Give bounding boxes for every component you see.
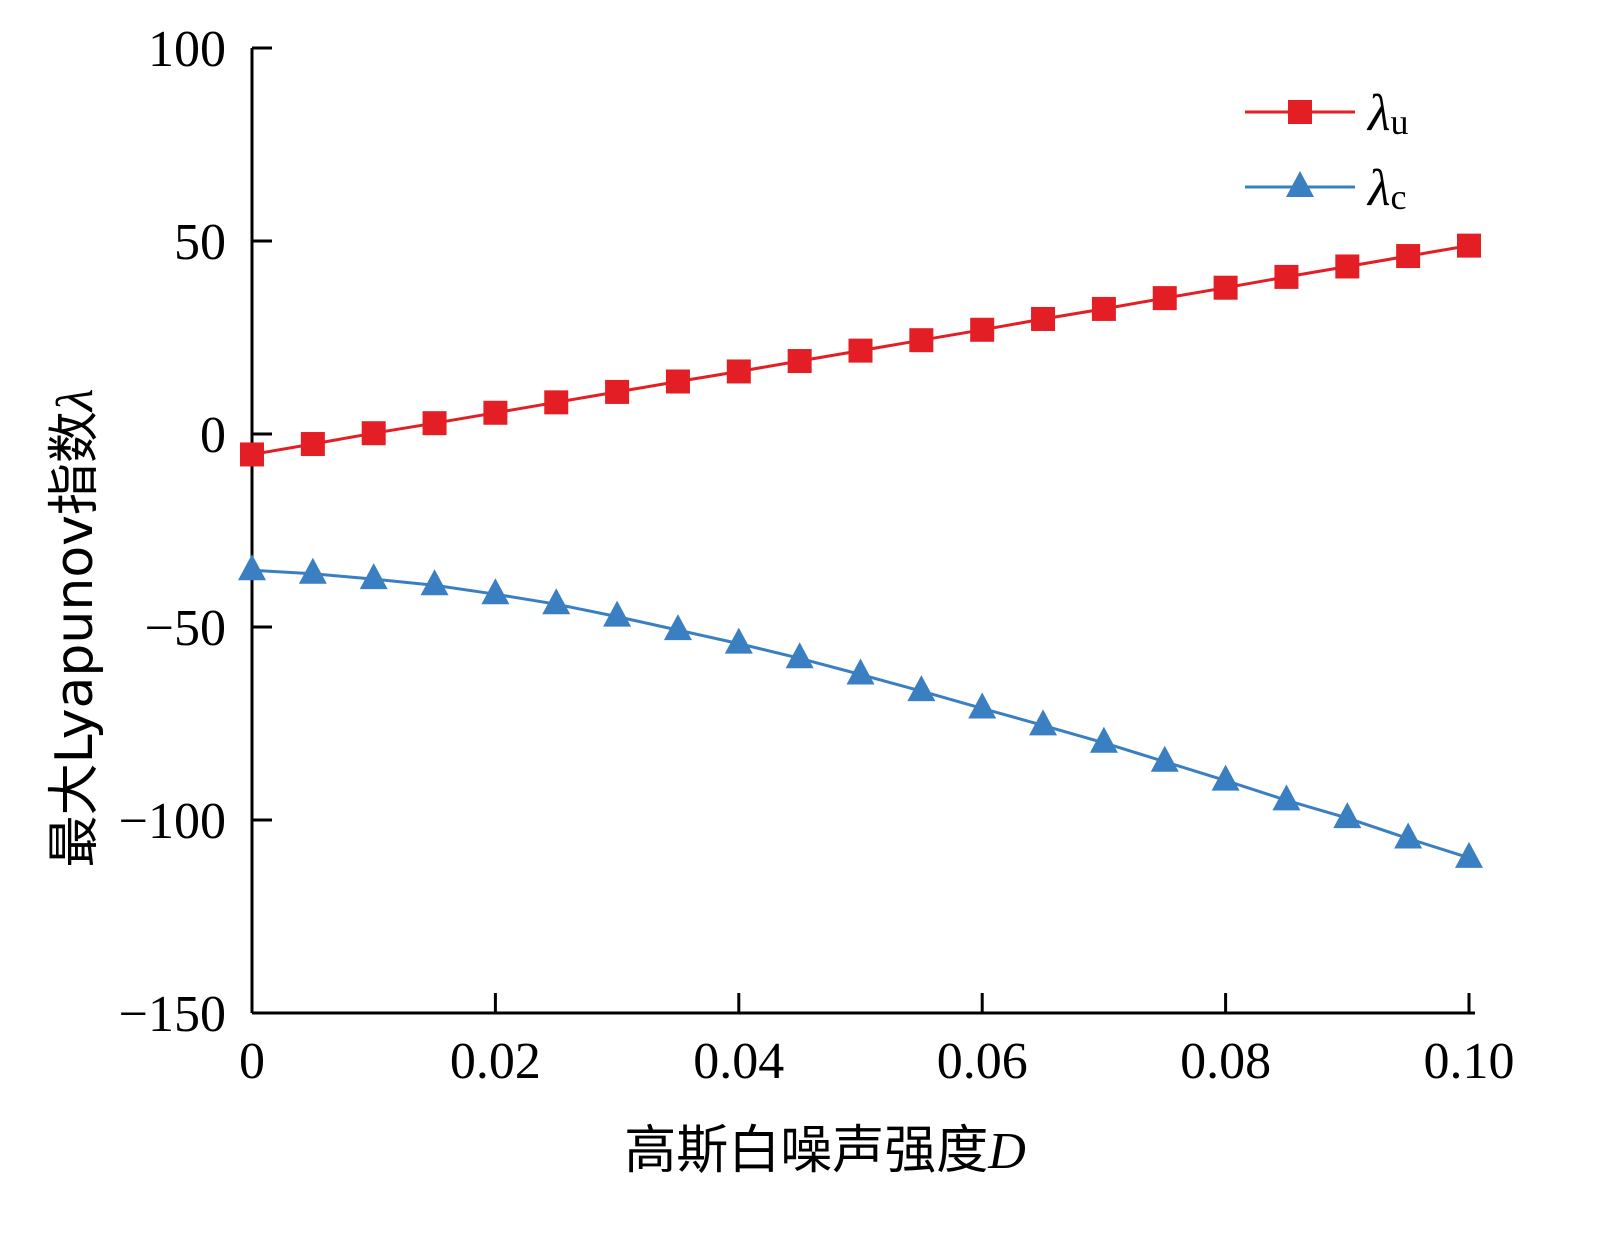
data-point-c bbox=[663, 614, 692, 641]
data-point-u bbox=[848, 338, 873, 363]
series-line-c bbox=[251, 568, 1470, 860]
data-point-c bbox=[1394, 822, 1423, 849]
data-point-u bbox=[1152, 286, 1177, 311]
data-point-u bbox=[1274, 264, 1299, 289]
legend-entry-lambda-u: λu bbox=[1245, 85, 1409, 142]
series-c bbox=[238, 554, 1483, 868]
data-point-u bbox=[544, 390, 569, 415]
axes bbox=[250, 48, 1475, 1015]
legend: λu λc bbox=[1245, 85, 1409, 217]
y-axis-title: 最大Lyapunov指数λ bbox=[45, 389, 105, 868]
data-point-c bbox=[481, 578, 510, 605]
legend-label-lambda-u: λu bbox=[1366, 85, 1409, 142]
y-tick-label: −150 bbox=[119, 986, 226, 1043]
legend-entry-lambda-c: λc bbox=[1245, 160, 1407, 217]
data-point-u bbox=[1457, 233, 1481, 258]
data-point-u bbox=[300, 432, 325, 457]
data-point-c bbox=[1333, 802, 1362, 829]
data-point-u bbox=[240, 442, 264, 467]
data-point-c bbox=[420, 569, 449, 596]
data-point-u bbox=[726, 359, 751, 384]
x-tick-label: 0.10 bbox=[1424, 1033, 1515, 1090]
data-point-u bbox=[1335, 254, 1360, 279]
data-point-c bbox=[846, 658, 875, 685]
y-tick-label: −50 bbox=[145, 600, 226, 657]
y-tick-label: 100 bbox=[148, 21, 226, 78]
data-point-u bbox=[1213, 275, 1238, 300]
data-point-u bbox=[1091, 296, 1116, 321]
data-point-c bbox=[968, 692, 997, 719]
series-layer bbox=[238, 233, 1483, 868]
data-point-u bbox=[970, 317, 995, 342]
data-point-c bbox=[298, 557, 327, 584]
data-point-c bbox=[359, 563, 388, 590]
legend-marker-lambda-c bbox=[1286, 171, 1314, 197]
data-point-c bbox=[1029, 709, 1058, 736]
data-point-c bbox=[1455, 841, 1483, 868]
data-point-c bbox=[907, 675, 936, 702]
data-point-u bbox=[605, 379, 630, 404]
x-tick-label: 0.08 bbox=[1180, 1033, 1271, 1090]
legend-marker-lambda-u bbox=[1288, 100, 1312, 124]
data-point-u bbox=[665, 369, 690, 394]
series-u bbox=[240, 233, 1481, 467]
data-point-u bbox=[1396, 244, 1421, 269]
y-tick-label: 0 bbox=[200, 407, 226, 464]
x-tick-label: 0.04 bbox=[693, 1033, 784, 1090]
data-point-u bbox=[787, 349, 812, 374]
data-point-c bbox=[724, 627, 753, 654]
data-point-u bbox=[483, 400, 508, 425]
data-point-c bbox=[1089, 726, 1118, 753]
y-tick-label: −100 bbox=[119, 793, 226, 850]
data-point-c bbox=[238, 554, 266, 581]
data-point-c bbox=[542, 588, 571, 615]
x-tick-label: 0.02 bbox=[450, 1033, 541, 1090]
x-tick-label: 0.06 bbox=[937, 1033, 1028, 1090]
data-point-u bbox=[422, 411, 447, 436]
data-point-c bbox=[1150, 745, 1179, 772]
data-point-u bbox=[1031, 306, 1056, 331]
legend-label-lambda-c: λc bbox=[1366, 160, 1407, 217]
data-point-c bbox=[603, 600, 632, 627]
x-axis-title: 高斯白噪声强度D bbox=[624, 1121, 1026, 1181]
data-point-c bbox=[1272, 784, 1301, 811]
y-tick-label: 50 bbox=[174, 214, 226, 271]
data-point-c bbox=[1211, 764, 1240, 791]
data-point-c bbox=[785, 642, 814, 669]
data-point-u bbox=[361, 421, 386, 446]
data-point-u bbox=[909, 328, 934, 353]
x-tick-label: 0 bbox=[239, 1033, 265, 1090]
